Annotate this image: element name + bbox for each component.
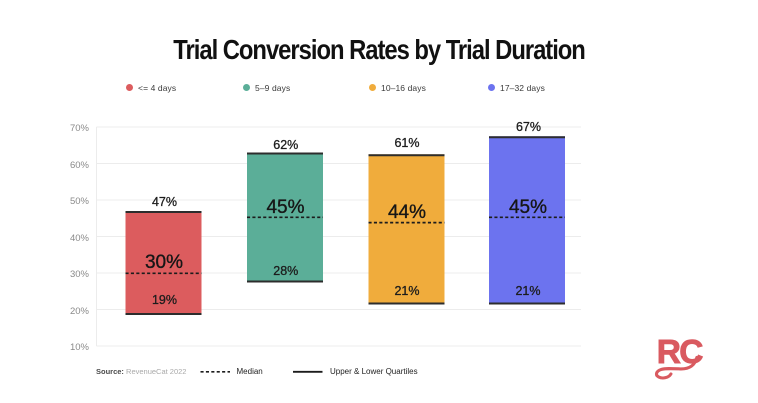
svg-text:RC: RC	[657, 334, 703, 371]
